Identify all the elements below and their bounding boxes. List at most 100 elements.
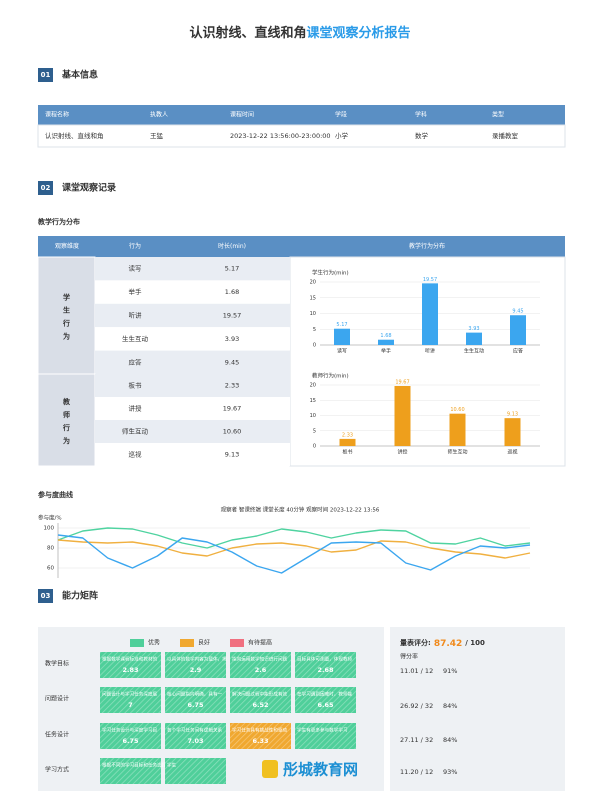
cell-hatch [100, 687, 161, 713]
cell-score: 6.75 [187, 701, 204, 709]
column-header: 学科 [415, 111, 427, 119]
cell-hatch [230, 723, 291, 749]
section-badge [38, 181, 53, 195]
cell-text: 核心问题指向明确，具有一 [167, 691, 223, 698]
line [57, 534, 531, 574]
cell-text: 学生有更多参与数学学习 [297, 727, 348, 734]
cell-text: 目标具体可测量，体现教师 [297, 656, 353, 663]
row-bg [95, 350, 290, 374]
y-tick-label: 20 [310, 383, 316, 389]
cell-hatch [295, 652, 356, 678]
behavior: 应答 [129, 357, 143, 366]
row-bg [95, 280, 290, 304]
x-tick-label: 读写 [337, 348, 347, 355]
y-tick-label: 80 [47, 546, 54, 552]
x-tick-label: 讲授 [397, 449, 407, 456]
cell-score: 7 [128, 701, 133, 709]
y-tick-label: 10 [310, 413, 316, 419]
bar [394, 386, 411, 446]
scale-score: 87.42 [434, 639, 462, 649]
x-tick-label: 生生互动 [464, 348, 484, 355]
cell-score: 7.03 [187, 737, 203, 745]
value-label: 1.68 [380, 333, 391, 339]
section-badge [38, 589, 53, 603]
cell-hatch [165, 652, 226, 678]
cell-hatch [165, 723, 226, 749]
bar [334, 328, 350, 345]
section-number: 01 [41, 71, 51, 79]
y-tick-label: 15 [310, 398, 316, 404]
cell-score: 2.6 [255, 666, 267, 674]
legend-swatch [230, 639, 244, 647]
subheading: 教学行为分布 [37, 217, 80, 226]
rate-label: 得分率 [400, 653, 418, 661]
duration: 2.33 [225, 382, 239, 390]
y-axis-label: 教师行为(min) [312, 372, 349, 380]
cell-score: 6.65 [317, 701, 334, 709]
duration: 10.60 [223, 428, 242, 436]
section-heading: 基本信息 [61, 69, 98, 81]
behavior: 读写 [129, 264, 142, 273]
duration: 1.68 [225, 288, 239, 296]
section-heading: 能力矩阵 [62, 590, 98, 602]
cell-score: 6.75 [122, 737, 139, 745]
column-header: 行为 [129, 242, 141, 250]
bar [378, 339, 394, 345]
row-label: 任务设计 [45, 731, 69, 739]
cell: 录播教室 [492, 131, 519, 140]
column-header: 时长(min) [218, 242, 246, 250]
column-header: 课程名称 [45, 111, 69, 119]
cell-text: 学习任务设计与深度学习目 [102, 727, 157, 734]
cell: 认识射线、直线和角 [45, 131, 104, 140]
y-tick-label: 0 [313, 343, 316, 349]
row-bg [95, 327, 290, 351]
column-header: 观察维度 [55, 242, 79, 250]
cell-text: 问题设计与学习任务深度展 [102, 691, 158, 698]
cell-score: 6.52 [252, 701, 268, 709]
behavior: 师生互动 [122, 427, 149, 436]
cell-hatch [165, 758, 226, 784]
row-bg [95, 420, 290, 443]
row-label: 教学目标 [45, 660, 69, 668]
x-tick-label: 应答 [513, 348, 523, 355]
dimension-cell [37, 256, 96, 375]
duration: 19.57 [223, 312, 242, 320]
bar [466, 332, 482, 345]
scale-total: / 100 [465, 639, 485, 647]
cell-text: 根据数学课程标准和教材的 [102, 656, 158, 663]
title-highlight: 课堂观察分析报告 [307, 25, 411, 41]
legend-label: 有待提高 [248, 639, 272, 647]
bar [504, 418, 521, 446]
row-bg [95, 374, 290, 397]
duration: 5.17 [225, 265, 239, 273]
cell-score: 2.68 [317, 666, 334, 674]
rate-score: 26.92 / 32 [400, 702, 433, 710]
section-heading: 课堂观察记录 [62, 182, 116, 194]
x-tick-label: 巡视 [507, 449, 517, 456]
scale-score: 量表评分: 87.42/ 100 [400, 638, 485, 649]
behavior: 板书 [129, 381, 143, 390]
behavior: 讲授 [129, 404, 143, 413]
column-header: 课程时间 [230, 111, 254, 119]
value-label: 3.93 [468, 326, 479, 332]
x-tick-label: 板书 [342, 449, 352, 456]
cell-hatch [230, 687, 291, 713]
table-header [38, 236, 565, 257]
section-number: 03 [41, 592, 51, 600]
row-bg [95, 303, 290, 328]
duration: 19.67 [223, 405, 242, 413]
cell: 数学 [415, 131, 429, 140]
y-tick-label: 60 [47, 566, 54, 572]
x-tick-label: 听讲 [425, 348, 435, 355]
value-label: 10.60 [450, 407, 464, 413]
y-tick-label: 5 [313, 327, 316, 333]
section-badge [38, 68, 53, 82]
cell-text: 各个学习任务间有逻辑关系 [167, 727, 223, 734]
scale-label: 量表评分: [400, 638, 431, 647]
watermark: 彤城教育网 [283, 761, 358, 779]
bar [422, 283, 438, 345]
section-number: 02 [41, 184, 51, 192]
bar [449, 413, 466, 446]
